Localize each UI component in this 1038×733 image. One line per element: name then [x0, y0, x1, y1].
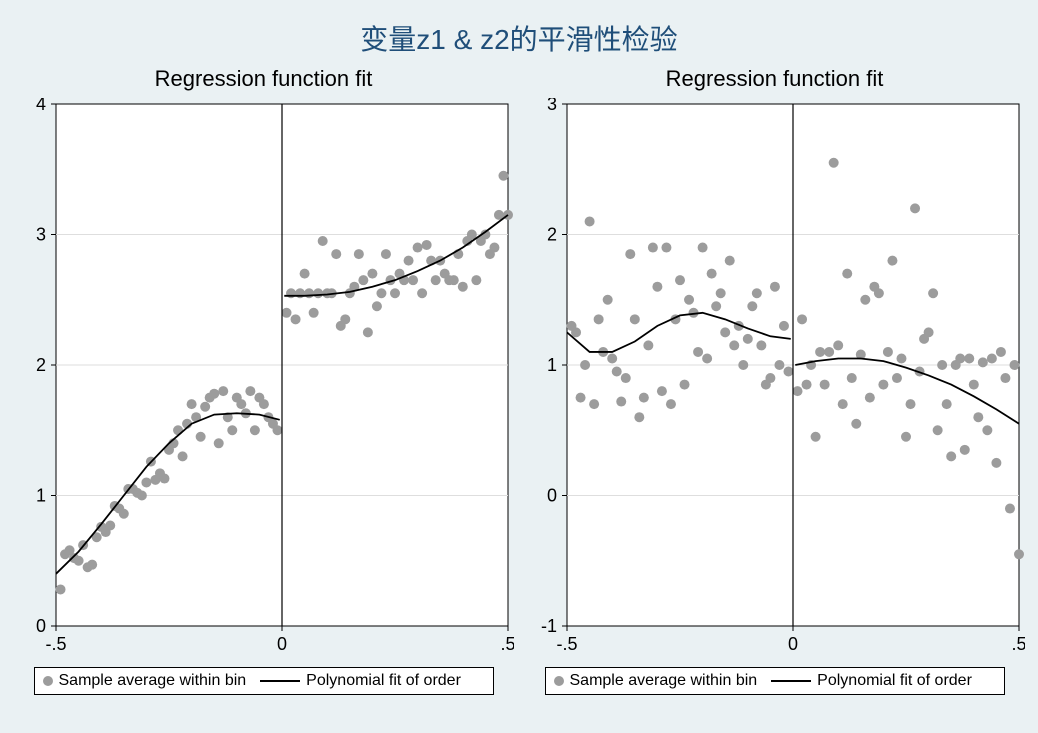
legend-sample-marker-icon: [554, 676, 564, 686]
legend-sample-label: Sample average within bin: [570, 672, 758, 690]
svg-text:0: 0: [787, 634, 797, 654]
svg-text:-.5: -.5: [45, 634, 66, 654]
legend-sample-marker-icon: [43, 676, 53, 686]
plot-svg-left: 01234-.50.5: [14, 98, 514, 658]
svg-text:2: 2: [546, 225, 556, 245]
legend-right: Sample average within bin Polynomial fit…: [545, 667, 1005, 695]
panel-left: Regression function fit 01234-.50.5 Samp…: [12, 66, 515, 695]
legend-fit-line-icon: [771, 680, 811, 682]
panels-row: Regression function fit 01234-.50.5 Samp…: [0, 66, 1038, 695]
svg-text:3: 3: [546, 98, 556, 114]
legend-fit-label: Polynomial fit of order: [817, 672, 972, 690]
legend-left: Sample average within bin Polynomial fit…: [34, 667, 494, 695]
plot-svg-right: -1 0 1 2 3 -.5 0 .5: [525, 98, 1025, 658]
svg-text:.5: .5: [500, 634, 514, 654]
main-title: 变量z1 & z2的平滑性检验: [0, 0, 1038, 66]
svg-text:-1: -1: [540, 616, 556, 636]
svg-text:1: 1: [546, 355, 556, 375]
svg-text:-.5: -.5: [556, 634, 577, 654]
legend-sample-label: Sample average within bin: [59, 672, 247, 690]
legend-fit-line-icon: [260, 680, 300, 682]
svg-text:0: 0: [276, 634, 286, 654]
svg-text:0: 0: [35, 616, 45, 636]
plot-left: 01234-.50.5: [14, 98, 514, 663]
svg-text:3: 3: [35, 225, 45, 245]
panel-right: Regression function fit -1 0 1 2 3 -.5 0 .5 Sam…: [523, 66, 1026, 695]
svg-text:1: 1: [35, 486, 45, 506]
legend-fit-label: Polynomial fit of order: [306, 672, 461, 690]
svg-text:4: 4: [35, 98, 45, 114]
chart-container: 变量z1 & z2的平滑性检验 Regression function fit …: [0, 0, 1038, 733]
panel-title-right: Regression function fit: [666, 66, 884, 92]
svg-text:.5: .5: [1011, 634, 1025, 654]
svg-text:0: 0: [546, 486, 556, 506]
plot-right: -1 0 1 2 3 -.5 0 .5: [525, 98, 1025, 663]
svg-text:2: 2: [35, 355, 45, 375]
panel-title-left: Regression function fit: [155, 66, 373, 92]
